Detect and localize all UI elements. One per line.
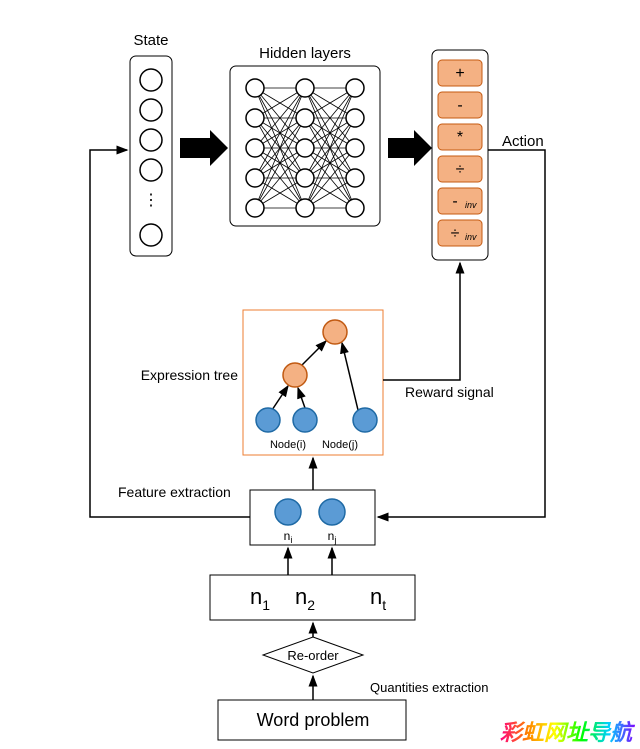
thick-arrow-1: [180, 130, 228, 166]
svg-text:+: +: [455, 65, 464, 82]
word-problem-label: Word problem: [257, 710, 370, 730]
quantities-extraction-label: Quantities extraction: [370, 680, 489, 695]
hidden-layers-label: Hidden layers: [259, 45, 351, 62]
node-j-label: Node(j): [322, 439, 358, 451]
svg-text:÷: ÷: [456, 161, 465, 178]
tree-mid: [283, 363, 307, 387]
action-btn-4: -inv: [438, 188, 482, 214]
feature-extraction-label: Feature extraction: [118, 484, 231, 500]
svg-text:÷: ÷: [451, 225, 460, 242]
expression-tree-label: Expression tree: [141, 367, 238, 383]
arrow-tree-to-action: [383, 263, 460, 380]
action-btn-2: *: [438, 124, 482, 150]
tree-leaf-1: [256, 408, 280, 432]
action-label: Action: [502, 133, 544, 150]
action-btn-3: ÷: [438, 156, 482, 182]
tree-box: [243, 310, 383, 455]
tree-leaf-2: [293, 408, 317, 432]
node-i-label: Node(i): [270, 439, 306, 451]
svg-text:-: -: [452, 193, 457, 210]
svg-text:inv: inv: [465, 232, 477, 242]
action-btn-1: -: [438, 92, 482, 118]
watermark-text: 彩虹网址导航: [500, 720, 636, 745]
feat-box: [250, 490, 375, 545]
action-btn-5: ÷ inv: [438, 220, 482, 246]
state-dots: ⋮: [143, 192, 159, 209]
tree-root: [323, 320, 347, 344]
feat-node-j: [319, 499, 345, 525]
svg-text:*: *: [457, 129, 463, 146]
thick-arrow-2: [388, 130, 432, 166]
feat-node-i: [275, 499, 301, 525]
state-label: State: [133, 32, 168, 49]
action-btn-0: +: [438, 60, 482, 86]
reorder-label: Re-order: [287, 648, 339, 663]
tree-leaf-3: [353, 408, 377, 432]
svg-text:inv: inv: [465, 200, 477, 210]
svg-text:-: -: [457, 97, 462, 114]
reward-signal-label: Reward signal: [405, 384, 494, 400]
